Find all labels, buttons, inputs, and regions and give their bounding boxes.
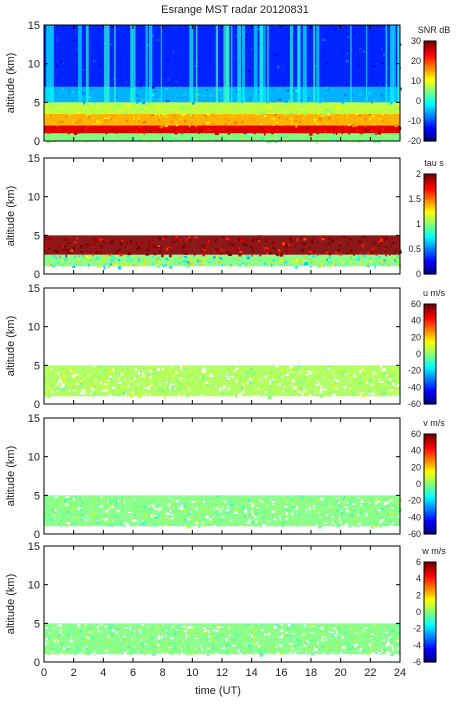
y-tick-label: 15 [28, 413, 40, 425]
colorbar-tick-label: -60 [408, 399, 421, 409]
y-tick-label: 10 [28, 580, 40, 592]
x-tick-label: 12 [216, 667, 228, 679]
x-tick-label: 20 [335, 667, 347, 679]
y-tick-label: 5 [34, 230, 40, 242]
y-tick-label: 0 [34, 269, 40, 281]
colorbar-tick-label: -20 [408, 496, 421, 506]
colorbar-tick-label: -40 [408, 382, 421, 392]
panel-w: 0 5 10 15 altitude (km) w m/s -6 -4 -2 0 2 4 6 [5, 541, 446, 669]
colorbar-tick-label: -60 [408, 529, 421, 539]
x-tick-label: 24 [394, 667, 406, 679]
data-texture [44, 623, 402, 657]
colorbar-tau: tau s 0 0.5 1 1.5 2 [408, 158, 444, 279]
colorbar-tick-label: -40 [408, 512, 421, 522]
x-tick-label: 18 [305, 667, 317, 679]
data-layer-1 [44, 125, 400, 134]
data-texture [44, 235, 402, 270]
y-axis-label: altitude (km) [5, 446, 17, 507]
x-tick-label: 14 [246, 667, 258, 679]
colorbar-tick-label: 0 [416, 96, 421, 106]
colorbar-v: v m/s -60 -40 -20 0 20 40 60 [408, 418, 445, 539]
colorbar-tick-label: -10 [408, 116, 421, 126]
data-layer-3 [44, 102, 400, 114]
colorbar-tick-label: 40 [411, 446, 421, 456]
y-axis-label: altitude (km) [5, 574, 17, 635]
colorbar-tick-label: -6 [413, 657, 421, 667]
colorbar-tick-label: 6 [416, 557, 421, 567]
y-tick-label: 5 [34, 490, 40, 502]
colorbar-tick-label: 1 [416, 219, 421, 229]
data-texture [44, 495, 402, 529]
panel-tau: 0 5 10 15 altitude (km) tau s 0 0.5 1 1.5 2 [5, 153, 444, 281]
colorbar-label: w m/s [421, 546, 446, 556]
colorbar-tick-label: -2 [413, 624, 421, 634]
data-layer-2 [44, 113, 400, 126]
y-tick-label: 5 [34, 360, 40, 372]
colorbar-tick-label: 40 [411, 316, 421, 326]
colorbar-tick-label: 0 [416, 349, 421, 359]
panel-v: 0 5 10 15 altitude (km) v m/s -60 -40 -20 0 20 40 60 [5, 413, 445, 541]
colorbar-label: tau s [424, 158, 444, 168]
y-tick-label: 10 [28, 59, 40, 71]
panel-SNR: 0 5 10 15 altitude (km) SNR dB -20 -10 0 10 20 30 [5, 20, 450, 148]
data-texture [45, 365, 401, 399]
colorbar-tick-label: -20 [408, 366, 421, 376]
y-axis-label: altitude (km) [5, 316, 17, 377]
colorbar-tick-label: 1.5 [408, 194, 421, 204]
colorbar-u: u m/s -60 -40 -20 0 20 40 60 [408, 288, 446, 409]
colorbar-label: SNR dB [418, 25, 451, 35]
x-tick-label: 16 [275, 667, 287, 679]
colorbar-label: v m/s [423, 418, 445, 428]
data-layer-0 [44, 254, 400, 267]
y-tick-label: 0 [34, 399, 40, 411]
y-tick-label: 0 [34, 657, 40, 669]
x-tick-label: 4 [100, 667, 106, 679]
y-tick-label: 15 [28, 153, 40, 165]
colorbar-tick-label: 20 [411, 56, 421, 66]
colorbar-tick-label: 60 [411, 299, 421, 309]
colorbar-tick-label: -20 [408, 136, 421, 146]
colorbar-tick-label: 2 [416, 590, 421, 600]
colorbar-tick-label: 0.5 [408, 244, 421, 254]
y-tick-label: 5 [34, 97, 40, 109]
x-tick-label: 10 [186, 667, 198, 679]
colorbar-tick-label: 10 [411, 76, 421, 86]
x-tick-label: 6 [130, 667, 136, 679]
data-layer-5 [44, 25, 400, 87]
x-tick-label: 8 [160, 667, 166, 679]
y-tick-label: 0 [34, 136, 40, 148]
colorbar-tick-label: -4 [413, 640, 421, 650]
x-tick-label: 2 [71, 667, 77, 679]
colorbar-tick-label: 20 [411, 462, 421, 472]
y-tick-label: 15 [28, 20, 40, 32]
colorbar-tick-label: 30 [411, 36, 421, 46]
colorbar-SNR: SNR dB -20 -10 0 10 20 30 [408, 25, 450, 146]
colorbar-tick-label: 60 [411, 429, 421, 439]
colorbar-tick-label: 20 [411, 332, 421, 342]
x-tick-label: 22 [364, 667, 376, 679]
colorbar-label: u m/s [423, 288, 446, 298]
x-axis: 0 2 4 6 8 10 12 14 16 18 20 22 24 [41, 667, 406, 679]
colorbar-tick-label: 0 [416, 479, 421, 489]
colorbar-tick-label: 0 [416, 607, 421, 617]
y-axis-label: altitude (km) [5, 186, 17, 247]
y-tick-label: 5 [34, 618, 40, 630]
panel-u: 0 5 10 15 altitude (km) u m/s -60 -40 -20 0 20 40 60 [5, 283, 445, 411]
y-tick-label: 15 [28, 283, 40, 295]
x-tick-label: 0 [41, 667, 47, 679]
y-tick-label: 0 [34, 529, 40, 541]
y-tick-label: 10 [28, 322, 40, 334]
colorbar-w: w m/s -6 -4 -2 0 2 4 6 [413, 546, 446, 667]
colorbar-tick-label: 0 [416, 269, 421, 279]
y-axis-label: altitude (km) [5, 53, 17, 114]
colorbar-tick-label: 2 [416, 169, 421, 179]
figure-title: Esrange MST radar 20120831 [161, 4, 309, 16]
x-axis-label: time (UT) [195, 685, 241, 697]
y-tick-label: 10 [28, 192, 40, 204]
y-tick-label: 10 [28, 452, 40, 464]
y-tick-label: 15 [28, 541, 40, 553]
colorbar-tick-label: 4 [416, 574, 421, 584]
